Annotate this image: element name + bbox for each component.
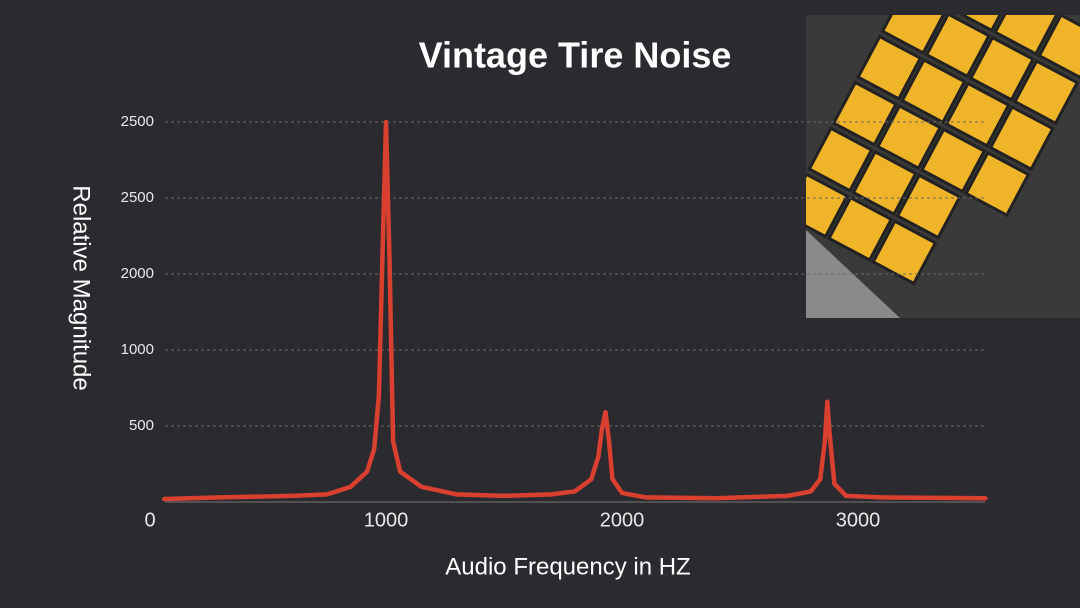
- x-axis-label: Audio Frequency in HZ: [445, 553, 690, 580]
- y-tick-label: 1000: [121, 341, 154, 358]
- x-tick-label: 1000: [364, 509, 409, 531]
- chart-title: Vintage Tire Noise: [419, 35, 732, 76]
- y-tick-label: 2500: [121, 189, 154, 206]
- x-tick-label: 3000: [836, 509, 881, 531]
- x-tick-label: 2000: [600, 509, 645, 531]
- line: [161, 119, 988, 502]
- y-axis-label: Relative Magnitude: [68, 185, 95, 390]
- y-tick-label: 500: [129, 417, 154, 434]
- y-tick-label: 2500: [121, 113, 154, 130]
- x-tick-label: 0: [144, 509, 155, 531]
- tire-image: [806, 15, 1080, 318]
- y-tick-label: 2000: [121, 265, 154, 282]
